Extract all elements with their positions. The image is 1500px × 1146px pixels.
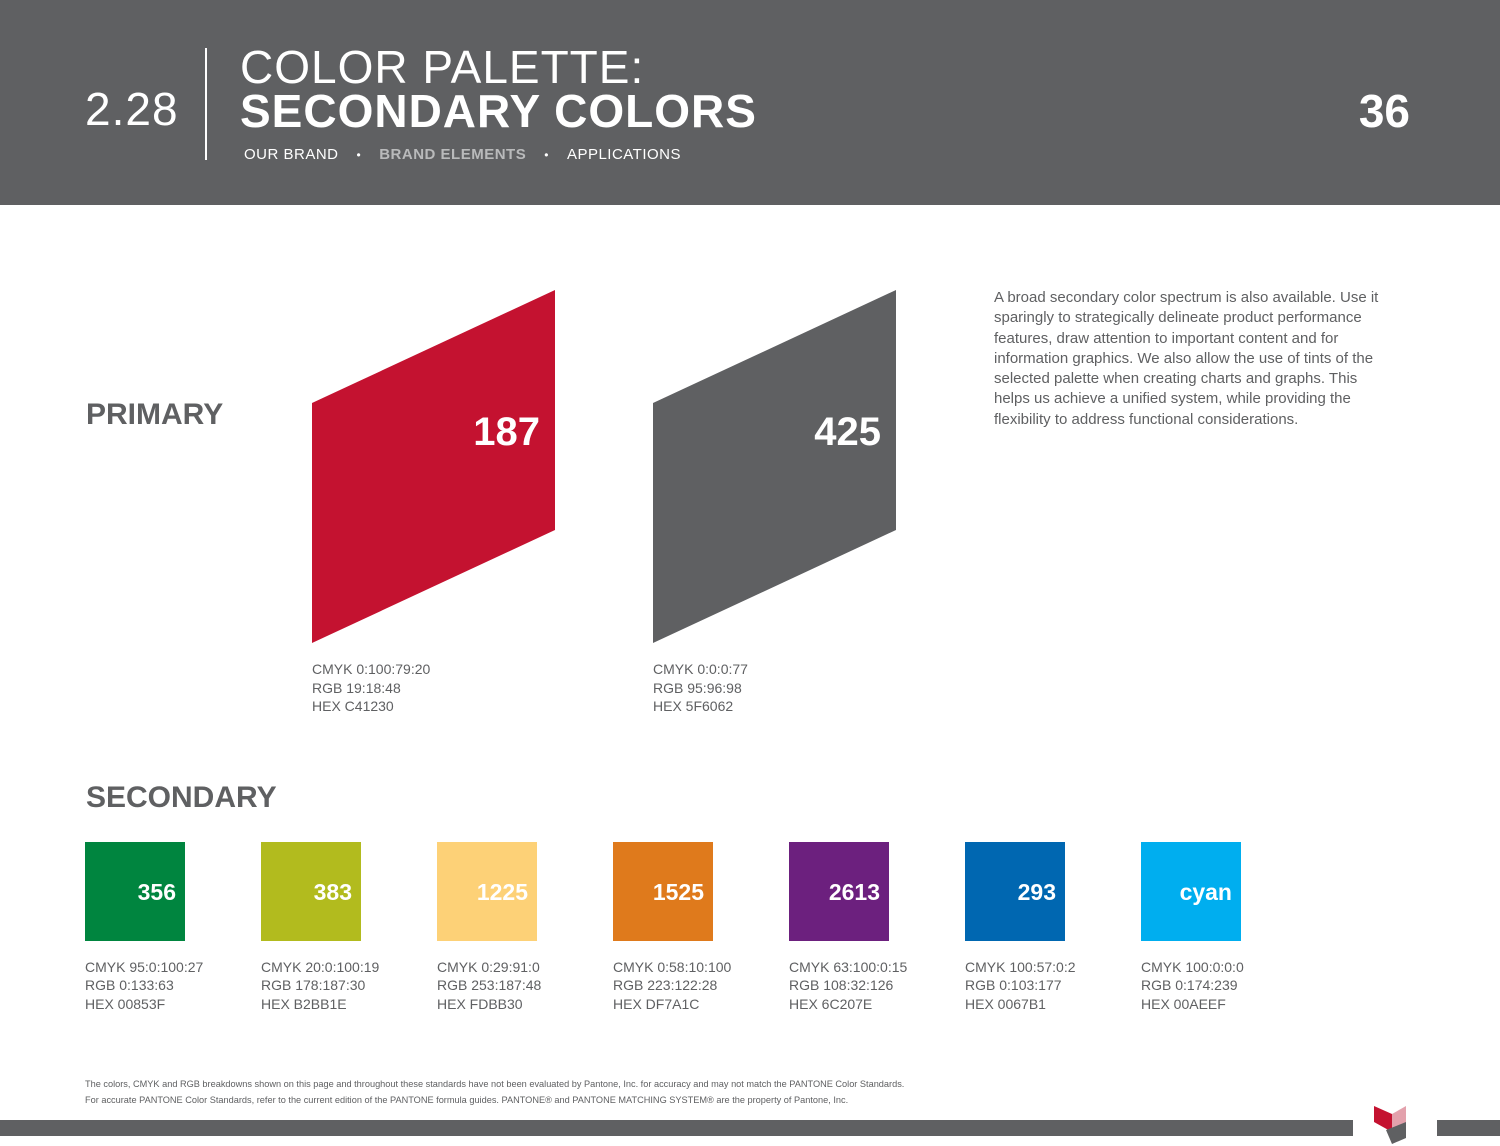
disclaimer-line2: For accurate PANTONE Color Standards, re… bbox=[85, 1095, 849, 1105]
header-divider bbox=[205, 48, 207, 160]
rgb-value: RGB 253:187:48 bbox=[437, 977, 542, 994]
rgb-value: RGB 0:133:63 bbox=[85, 977, 174, 994]
description-paragraph: A broad secondary color spectrum is also… bbox=[994, 289, 1379, 428]
primary-spec-425: CMYK 0:0:0:77 RGB 95:96:98 HEX 5F6062 bbox=[653, 660, 748, 716]
rgb-value: RGB 95:96:98 bbox=[653, 679, 742, 696]
swatch-code: 356 bbox=[137, 879, 176, 905]
cmyk-value: CMYK 95:0:100:27 bbox=[85, 959, 204, 975]
hex-value: HEX 00853F bbox=[85, 995, 166, 1012]
page-title-line2: SECONDARY COLORS bbox=[240, 85, 757, 137]
breadcrumb-separator: • bbox=[356, 147, 362, 162]
cmyk-value: CMYK 0:58:10:100 bbox=[613, 959, 732, 975]
cmyk-value: CMYK 0:100:79:20 bbox=[312, 661, 431, 677]
primary-swatch-187: 187 bbox=[312, 290, 555, 643]
primary-swatch-shape bbox=[312, 290, 555, 643]
secondary-heading: SECONDARY bbox=[86, 781, 277, 814]
breadcrumb-applications[interactable]: APPLICATIONS bbox=[566, 146, 682, 163]
cmyk-value: CMYK 100:57:0:2 bbox=[965, 959, 1076, 975]
swatch-code: 1225 bbox=[476, 879, 528, 905]
cmyk-value: CMYK 20:0:100:19 bbox=[261, 959, 380, 975]
hex-value: HEX B2BB1E bbox=[261, 995, 347, 1012]
rgb-value: RGB 223:122:28 bbox=[613, 977, 718, 994]
secondary-spec-2613: CMYK 63:100:0:15 RGB 108:32:126 HEX 6C20… bbox=[789, 958, 907, 1013]
secondary-swatch-1525: 1525 bbox=[613, 842, 713, 941]
cmyk-value: CMYK 0:0:0:77 bbox=[653, 661, 748, 677]
hex-value: HEX C41230 bbox=[312, 698, 394, 714]
page-number: 36 bbox=[1358, 85, 1410, 137]
hex-value: HEX 6C207E bbox=[789, 995, 873, 1012]
secondary-spec-356: CMYK 95:0:100:27 RGB 0:133:63 HEX 00853F bbox=[85, 958, 203, 1013]
cmyk-value: CMYK 100:0:0:0 bbox=[1141, 959, 1244, 975]
primary-swatch-code: 187 bbox=[473, 410, 540, 454]
secondary-swatch-293: 293 bbox=[965, 842, 1065, 941]
breadcrumb: OUR BRAND • BRAND ELEMENTS • APPLICATION… bbox=[244, 146, 681, 163]
breadcrumb-separator: • bbox=[544, 147, 549, 162]
rgb-value: RGB 0:103:177 bbox=[965, 977, 1062, 994]
breadcrumb-brand-elements[interactable]: BRAND ELEMENTS bbox=[379, 146, 527, 163]
hex-value: HEX 00AEEF bbox=[1141, 995, 1226, 1012]
secondary-swatch-1225: 1225 bbox=[437, 842, 537, 941]
hex-value: HEX 0067B1 bbox=[965, 995, 1046, 1012]
brand-mark-icon bbox=[1374, 1106, 1406, 1144]
cmyk-value: CMYK 0:29:91:0 bbox=[437, 959, 540, 975]
secondary-spec-1225: CMYK 0:29:91:0 RGB 253:187:48 HEX FDBB30 bbox=[437, 958, 541, 1013]
footer-bar-right bbox=[1437, 1120, 1500, 1136]
secondary-spec-cyan: CMYK 100:0:0:0 RGB 0:174:239 HEX 00AEEF bbox=[1141, 958, 1244, 1013]
swatch-code: 2613 bbox=[828, 879, 880, 905]
hex-value: HEX 5F6062 bbox=[653, 698, 734, 714]
swatch-code: 293 bbox=[1017, 879, 1056, 905]
hex-value: HEX FDBB30 bbox=[437, 995, 523, 1012]
secondary-swatch-356: 356 bbox=[85, 842, 185, 941]
swatch-code: cyan bbox=[1179, 879, 1232, 905]
rgb-value: RGB 0:174:239 bbox=[1141, 977, 1238, 994]
rgb-value: RGB 108:32:126 bbox=[789, 977, 894, 994]
section-number: 2.28 bbox=[85, 83, 179, 135]
breadcrumb-our-brand[interactable]: OUR BRAND bbox=[244, 146, 339, 163]
swatch-code: 383 bbox=[313, 879, 352, 905]
secondary-spec-1525: CMYK 0:58:10:100 RGB 223:122:28 HEX DF7A… bbox=[613, 958, 731, 1013]
secondary-swatch-cyan: cyan bbox=[1141, 842, 1241, 941]
page-title-line1: COLOR PALETTE: bbox=[240, 41, 645, 93]
swatch-code: 1525 bbox=[652, 879, 704, 905]
disclaimer-line1: The colors, CMYK and RGB breakdowns show… bbox=[85, 1079, 905, 1089]
primary-swatch-425: 425 bbox=[653, 290, 896, 643]
rgb-value: RGB 178:187:30 bbox=[261, 977, 366, 994]
cmyk-value: CMYK 63:100:0:15 bbox=[789, 959, 908, 975]
secondary-swatch-2613: 2613 bbox=[789, 842, 889, 941]
primary-swatch-code: 425 bbox=[814, 410, 881, 454]
secondary-spec-293: CMYK 100:57:0:2 RGB 0:103:177 HEX 0067B1 bbox=[965, 958, 1076, 1013]
primary-swatch-shape bbox=[653, 290, 896, 643]
hex-value: HEX DF7A1C bbox=[613, 995, 700, 1012]
secondary-swatch-383: 383 bbox=[261, 842, 361, 941]
rgb-value: RGB 19:18:48 bbox=[312, 679, 401, 696]
secondary-spec-383: CMYK 20:0:100:19 RGB 178:187:30 HEX B2BB… bbox=[261, 958, 379, 1013]
page-header: 2.28 COLOR PALETTE: SECONDARY COLORS OUR… bbox=[0, 0, 1500, 205]
primary-spec-187: CMYK 0:100:79:20 RGB 19:18:48 HEX C41230 bbox=[312, 660, 430, 716]
primary-heading: PRIMARY bbox=[86, 398, 224, 431]
footer-bar-left bbox=[0, 1120, 1353, 1136]
pantone-disclaimer: The colors, CMYK and RGB breakdowns show… bbox=[85, 1076, 1085, 1108]
